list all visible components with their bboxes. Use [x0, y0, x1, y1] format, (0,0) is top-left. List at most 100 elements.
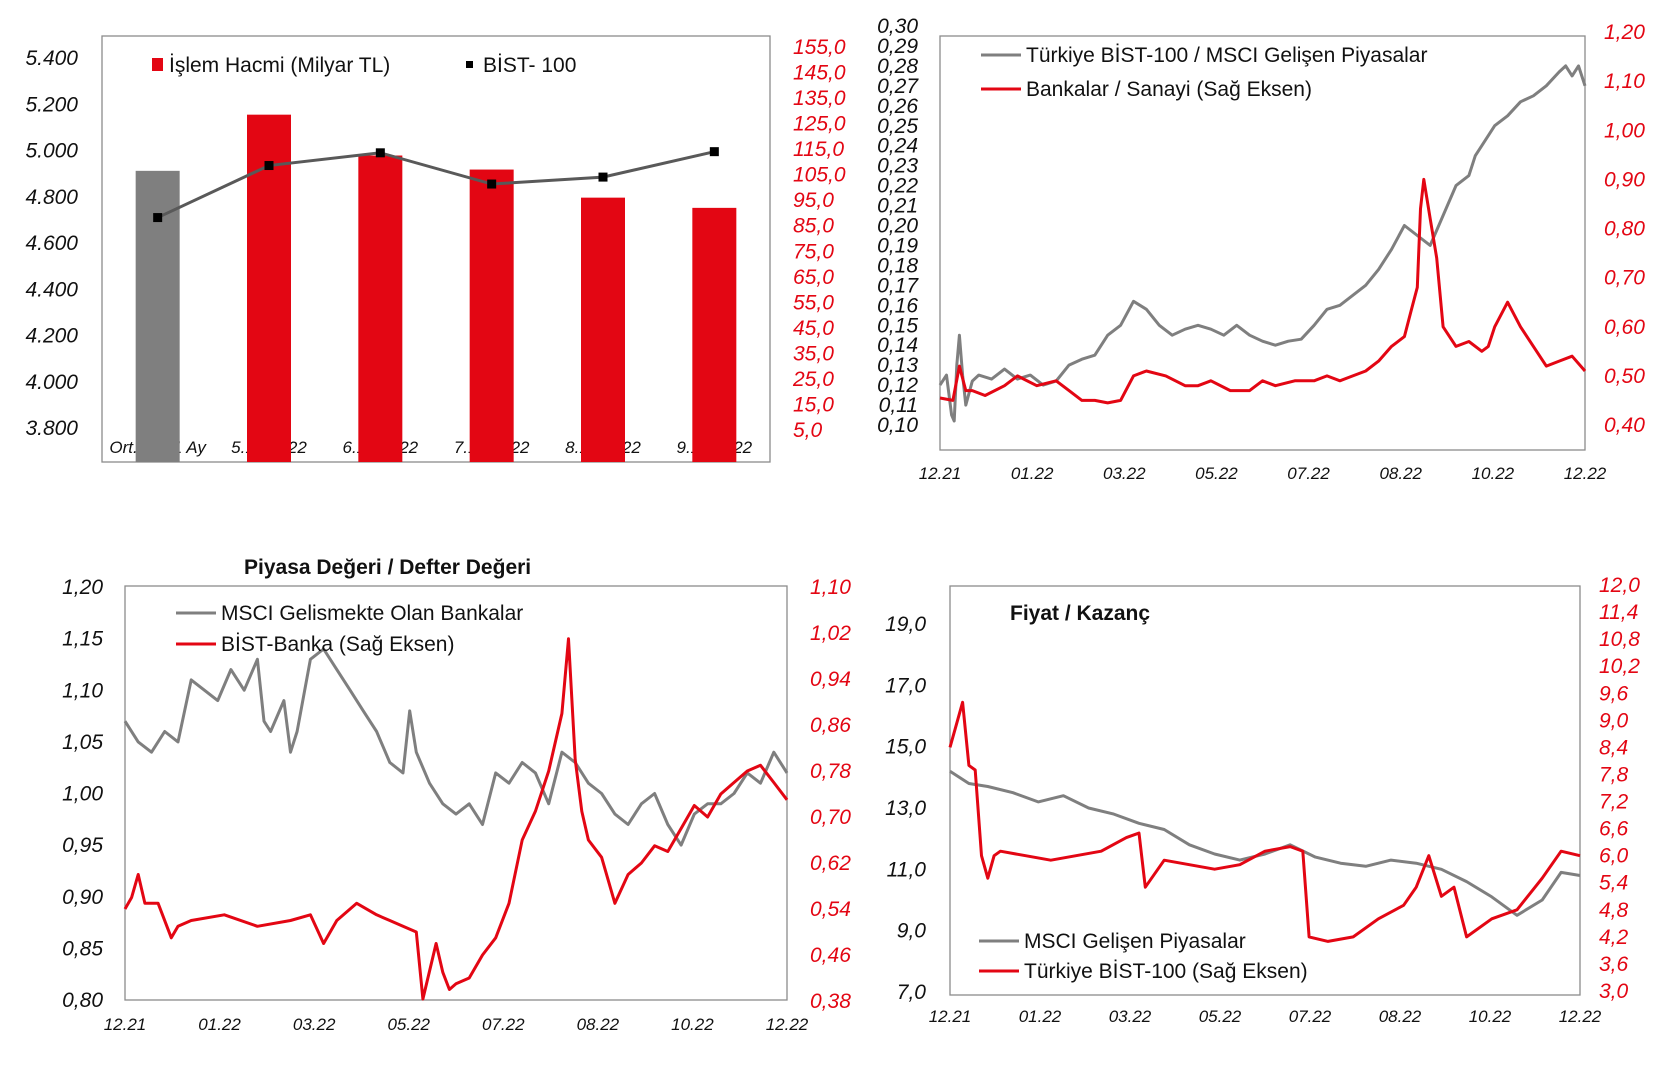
left-axis-ticks: 5.400 5.200 5.000 4.800 4.600 4.400 4.200 4.000… — [25, 47, 78, 440]
left-tick-label: 3.800 — [25, 417, 78, 440]
left-tick-label: 0,95 — [62, 834, 103, 857]
plot-area — [101, 35, 771, 463]
right-tick-label: 3,6 — [1599, 953, 1629, 976]
left-tick-label: 5.000 — [25, 140, 78, 163]
right-tick-label: 9,6 — [1599, 682, 1629, 705]
volume-bar — [358, 155, 403, 462]
left-axis-ticks: 19,0 17,0 15,0 13,0 11,0 9,0 7,0 — [885, 613, 926, 1004]
left-tick-label: 13,0 — [885, 797, 926, 820]
left-tick-label: 5.200 — [25, 93, 78, 116]
x-tick-label: 08.22 — [1379, 464, 1422, 483]
x-tick-label: 03.22 — [1109, 1007, 1152, 1026]
right-tick-label: 7,2 — [1599, 791, 1629, 814]
left-tick-label: 1,00 — [62, 783, 103, 806]
right-tick-label: 7,8 — [1599, 763, 1629, 786]
right-tick-label: 0,94 — [810, 668, 851, 691]
left-tick-label: 19,0 — [885, 613, 926, 636]
x-tick-label: 10.22 — [1469, 1007, 1512, 1026]
line-series — [938, 64, 1587, 423]
x-axis-ticks: 12.21 01.22 03.22 05.22 07.22 08.22 10.22 12.22 — [104, 1015, 809, 1034]
plot-area — [939, 35, 1586, 451]
left-tick-label: 1,15 — [62, 628, 103, 651]
legend-label-series-1: Türkiye BİST-100 / MSCI Gelişen Piyasala… — [1026, 44, 1427, 67]
legend: İşlem Hacmi (Milyar TL) BİST- 100 — [152, 54, 576, 77]
left-tick-label: 0,15 — [877, 314, 918, 337]
left-tick-label: 0,27 — [877, 75, 919, 98]
right-tick-label: 95,0 — [793, 189, 834, 212]
left-tick-label: 0,29 — [877, 35, 918, 58]
right-tick-label: 1,00 — [1604, 119, 1645, 142]
plot-area — [949, 585, 1581, 996]
x-tick-label: 10.22 — [671, 1015, 714, 1034]
x-tick-label: 07.22 — [1287, 464, 1330, 483]
price-to-earnings-chart: Fiyat / Kazanç 19,0 17,0 15,0 13,0 11,0 9,0 7,… — [885, 574, 1640, 1026]
right-tick-label: 25,0 — [792, 368, 834, 391]
trading-volume-chart: 5.400 5.200 5.000 4.800 4.600 4.400 4.200 4.000… — [25, 35, 846, 463]
line-series — [123, 637, 789, 1001]
right-tick-label: 6,0 — [1599, 845, 1629, 868]
left-tick-label: 0,14 — [877, 334, 918, 357]
right-tick-label: 35,0 — [793, 342, 834, 365]
right-tick-label: 0,70 — [1604, 267, 1645, 290]
bist100-point — [487, 179, 497, 189]
left-tick-label: 0,85 — [62, 937, 103, 960]
right-tick-label: 155,0 — [793, 36, 846, 59]
plot-area — [124, 585, 788, 1001]
left-tick-label: 4.800 — [25, 186, 78, 209]
right-tick-label: 5,4 — [1599, 872, 1628, 895]
series-line-1 — [938, 64, 1587, 423]
right-tick-label: 8,4 — [1599, 736, 1628, 759]
left-tick-label: 11,0 — [887, 858, 927, 881]
left-tick-label: 0,19 — [877, 234, 918, 257]
x-tick-label: 01.22 — [1019, 1007, 1062, 1026]
x-tick-label: 12.21 — [929, 1007, 972, 1026]
series-line-2 — [939, 177, 1587, 405]
right-tick-label: 0,38 — [810, 990, 851, 1013]
left-tick-label: 0,16 — [877, 294, 918, 317]
left-tick-label: 0,30 — [877, 15, 918, 38]
right-tick-label: 0,46 — [810, 944, 851, 967]
left-tick-label: 9,0 — [897, 920, 927, 943]
x-tick-label: 03.22 — [1103, 464, 1146, 483]
x-tick-label: 01.22 — [1011, 464, 1054, 483]
right-tick-label: 10,2 — [1599, 655, 1640, 678]
bars — [135, 114, 737, 462]
x-tick-label: 05.22 — [387, 1015, 430, 1034]
left-tick-label: 0,12 — [877, 374, 918, 397]
left-tick-label: 7,0 — [897, 981, 927, 1004]
right-tick-label: 1,10 — [810, 576, 851, 599]
left-tick-label: 0,18 — [877, 254, 918, 277]
left-tick-label: 15,0 — [885, 736, 926, 759]
right-tick-label: 4,8 — [1599, 899, 1629, 922]
x-tick-label: 05.22 — [1199, 1007, 1242, 1026]
right-tick-label: 1,20 — [1604, 21, 1645, 44]
right-tick-label: 1,10 — [1604, 70, 1645, 93]
x-tick-label: 12.22 — [1559, 1007, 1602, 1026]
right-tick-label: 0,62 — [810, 852, 851, 875]
left-tick-label: 0,10 — [877, 414, 918, 437]
left-tick-label: 0,20 — [877, 215, 918, 238]
right-tick-label: 135,0 — [793, 87, 846, 110]
right-tick-label: 105,0 — [793, 164, 846, 187]
legend-label-series-2: BİST-Banka (Sağ Eksen) — [221, 633, 454, 656]
right-tick-label: 0,70 — [810, 806, 851, 829]
legend-label-volume: İşlem Hacmi (Milyar TL) — [169, 54, 390, 77]
legend: MSCI Gelişen Piyasalar Türkiye BİST-100 … — [979, 930, 1308, 983]
line-series — [153, 147, 719, 223]
right-axis-ticks: 1,20 1,10 1,00 0,90 0,80 0,70 0,60 0,50 0,40 — [1604, 21, 1645, 437]
right-tick-label: 0,90 — [1604, 168, 1645, 191]
x-tick-label: 12.22 — [1564, 464, 1607, 483]
right-tick-label: 0,78 — [810, 760, 851, 783]
legend-label-bist100: BİST- 100 — [483, 54, 576, 77]
x-tick-label: 12.21 — [104, 1015, 147, 1034]
right-tick-label: 6,6 — [1599, 818, 1629, 841]
right-tick-label: 115,0 — [793, 138, 844, 161]
right-tick-label: 3,0 — [1599, 980, 1629, 1003]
x-tick-label: 08.22 — [1379, 1007, 1422, 1026]
left-tick-label: 4.200 — [25, 325, 78, 348]
x-tick-label: 12.22 — [766, 1015, 809, 1034]
legend-swatch-bist100 — [466, 61, 473, 68]
x-tick-label: 05.22 — [1195, 464, 1238, 483]
right-tick-label: 125,0 — [793, 113, 846, 136]
